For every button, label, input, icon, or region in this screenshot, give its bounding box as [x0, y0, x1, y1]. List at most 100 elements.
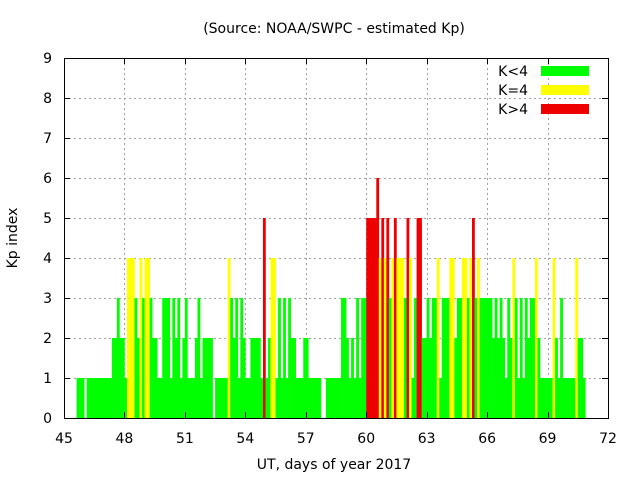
y-tick-label: 9	[43, 51, 52, 67]
kp-bar	[436, 258, 440, 418]
x-tick-label: 63	[418, 431, 436, 447]
kp-bar	[343, 298, 347, 418]
y-tick-labels: 0 1 2 3 4 5 6 7 8 9	[43, 51, 52, 427]
kp-bar	[134, 298, 138, 418]
y-tick-label: 1	[43, 371, 52, 387]
kp-bar	[401, 258, 405, 418]
kp-bar	[106, 378, 110, 418]
kp-bar	[514, 298, 518, 418]
kp-bar	[187, 378, 191, 418]
kp-bar	[250, 338, 254, 418]
kp-bar	[210, 338, 213, 418]
kp-bar	[126, 258, 130, 418]
kp-bar	[184, 298, 188, 418]
kp-bar	[124, 378, 128, 418]
kp-bar	[517, 378, 521, 418]
kp-bar	[477, 258, 480, 418]
kp-bar	[406, 218, 410, 418]
kp-bar	[547, 378, 551, 418]
kp-bar	[353, 378, 357, 418]
kp-bar	[565, 378, 569, 418]
kp-bar	[336, 378, 339, 418]
kp-bar	[416, 218, 420, 418]
kp-bar	[149, 298, 153, 418]
kp-bar	[567, 378, 571, 418]
kp-bar	[81, 378, 85, 418]
kp-bar	[152, 338, 155, 418]
kp-bar	[464, 258, 468, 418]
x-tick-label: 72	[599, 431, 617, 447]
kp-bar	[330, 378, 334, 418]
kp-bar	[449, 258, 453, 418]
y-tick-label: 0	[43, 411, 52, 427]
kp-bar	[557, 378, 561, 418]
kp-bar	[328, 378, 332, 418]
kp-bar	[489, 298, 493, 418]
kp-bar	[310, 378, 314, 418]
x-tick-label: 48	[116, 431, 134, 447]
kp-bar	[424, 338, 427, 418]
x-tick-labels: 45 48 51 54 57 60 63 66 69 72	[55, 431, 617, 447]
kp-bar	[499, 298, 503, 418]
kp-bar	[519, 298, 523, 418]
kp-bar	[162, 298, 166, 418]
kp-bar	[116, 298, 120, 418]
kp-bar	[451, 258, 455, 418]
kp-bar	[194, 338, 198, 418]
kp-bar	[235, 298, 239, 418]
bars	[76, 178, 586, 418]
kp-bar	[459, 298, 463, 418]
kp-bar	[431, 298, 435, 418]
kp-bar	[348, 378, 352, 418]
kp-bar	[200, 378, 203, 418]
kp-bar	[288, 298, 291, 418]
kp-bar	[512, 258, 516, 418]
kp-bar	[534, 258, 538, 418]
kp-bar	[376, 178, 380, 418]
kp-bar	[285, 378, 289, 418]
kp-bar	[164, 298, 168, 418]
kp-bar	[529, 298, 533, 418]
kp-bar	[137, 338, 140, 418]
kp-bar	[532, 298, 536, 418]
kp-bar	[94, 378, 98, 418]
kp-bar	[242, 338, 246, 418]
x-tick-label: 45	[55, 431, 73, 447]
kp-bar	[154, 338, 158, 418]
legend-swatch	[541, 104, 589, 114]
kp-bar	[280, 378, 284, 418]
kp-bar	[441, 298, 445, 418]
kp-bar	[159, 378, 163, 418]
legend-swatch	[541, 66, 589, 76]
kp-bar	[265, 378, 269, 418]
kp-bar	[142, 298, 145, 418]
kp-bar	[537, 338, 541, 418]
kp-bar	[560, 298, 563, 418]
kp-bar	[174, 338, 178, 418]
kp-bar	[414, 298, 417, 418]
kp-bar	[502, 338, 506, 418]
legend-swatch	[541, 85, 589, 95]
kp-bar	[227, 258, 231, 418]
kp-bar	[79, 378, 82, 418]
y-tick-label: 6	[43, 171, 52, 187]
kp-bar	[192, 378, 196, 418]
kp-bar	[293, 338, 297, 418]
kp-bar	[507, 298, 511, 418]
kp-bar	[268, 338, 271, 418]
kp-bar	[524, 298, 528, 418]
kp-bar	[283, 298, 286, 418]
kp-bar	[466, 298, 470, 418]
kp-bar	[217, 378, 221, 418]
kp-bar	[429, 338, 433, 418]
y-tick-label: 3	[43, 291, 52, 307]
kp-bar	[361, 298, 365, 418]
kp-bar	[290, 338, 294, 418]
kp-bar	[99, 378, 103, 418]
kp-bar	[308, 378, 312, 418]
kp-bar	[179, 378, 183, 418]
kp-bar	[305, 338, 309, 418]
kp-bar	[421, 338, 425, 418]
kp-bar	[172, 298, 176, 418]
